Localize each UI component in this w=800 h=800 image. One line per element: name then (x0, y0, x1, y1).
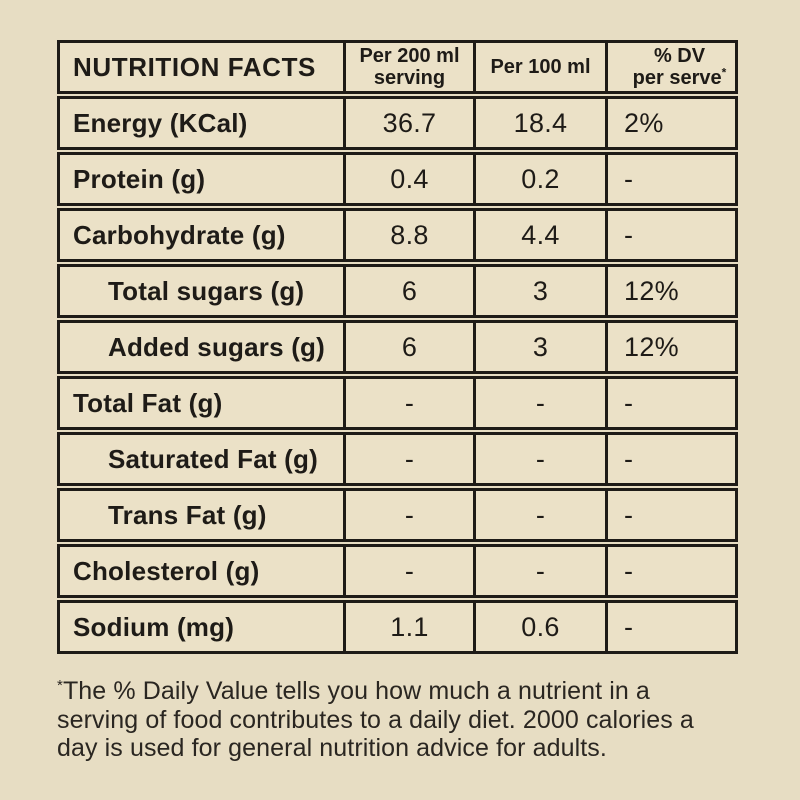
nutrient-row-saturated-fat: Saturated Fat (g) - - - (57, 432, 738, 486)
value-per-200ml: 6 (401, 331, 418, 362)
nutrient-row-cholesterol: Cholesterol (g) - - - (57, 544, 738, 598)
nutrient-label: Carbohydrate (g) (73, 219, 286, 250)
value-per-100ml: 3 (532, 275, 549, 306)
nutrient-label: Trans Fat (g) (108, 499, 267, 530)
nutrition-facts-table: NUTRITION FACTS Per 200 ml serving Per 1… (57, 40, 738, 654)
nutrient-label: Protein (g) (73, 163, 206, 194)
nutrient-label: Added sugars (g) (108, 331, 325, 362)
nutrient-row-sodium: Sodium (mg) 1.1 0.6 - (57, 600, 738, 654)
footnote-reference-asterisk: * (721, 65, 727, 80)
value-per-200ml: - (404, 555, 415, 586)
value-per-200ml: 8.8 (390, 219, 429, 250)
nutrient-label: Saturated Fat (g) (108, 443, 318, 474)
value-dv: - (624, 611, 634, 642)
value-dv: 12% (624, 275, 679, 306)
nutrient-row-total-fat: Total Fat (g) - - - (57, 376, 738, 430)
value-per-100ml: - (535, 499, 546, 530)
col-header-per-100ml: Per 100 ml (473, 43, 605, 91)
value-per-200ml: 0.4 (390, 163, 429, 194)
nutrient-label: Sodium (mg) (73, 611, 235, 642)
value-dv: - (624, 163, 634, 194)
value-per-100ml: 3 (532, 331, 549, 362)
value-per-100ml: 18.4 (513, 107, 568, 138)
value-dv: 12% (624, 331, 679, 362)
value-per-100ml: - (535, 387, 546, 418)
value-per-200ml: 1.1 (390, 611, 429, 642)
value-dv: - (624, 555, 634, 586)
nutrient-label: Total sugars (g) (108, 275, 305, 306)
table-header-row: NUTRITION FACTS Per 200 ml serving Per 1… (57, 40, 738, 94)
nutrient-label: Energy (KCal) (73, 107, 248, 138)
daily-value-footnote: *The % Daily Value tells you how much a … (57, 672, 717, 763)
value-per-200ml: - (404, 443, 415, 474)
table-title-cell: NUTRITION FACTS (60, 43, 343, 91)
value-dv: - (624, 499, 634, 530)
value-per-100ml: - (535, 443, 546, 474)
value-per-200ml: 6 (401, 275, 418, 306)
footnote-text: The % Daily Value tells you how much a n… (57, 677, 694, 762)
nutrient-row-energy: Energy (KCal) 36.7 18.4 2% (57, 96, 738, 150)
value-dv: 2% (624, 107, 664, 138)
nutrient-row-added-sugars: Added sugars (g) 6 3 12% (57, 320, 738, 374)
value-per-100ml: - (535, 555, 546, 586)
nutrient-row-total-sugars: Total sugars (g) 6 3 12% (57, 264, 738, 318)
table-title: NUTRITION FACTS (73, 51, 316, 82)
col-header-per-200ml: Per 200 ml serving (343, 43, 473, 91)
value-dv: - (624, 387, 634, 418)
value-per-100ml: 4.4 (521, 219, 560, 250)
nutrient-row-protein: Protein (g) 0.4 0.2 - (57, 152, 738, 206)
value-per-100ml: 0.6 (521, 611, 560, 642)
col-header-dv-per-serve: % DV per serve* (605, 43, 735, 91)
value-per-100ml: 0.2 (521, 163, 560, 194)
nutrient-label: Total Fat (g) (73, 387, 223, 418)
nutrient-label: Cholesterol (g) (73, 555, 260, 586)
value-per-200ml: - (404, 499, 415, 530)
value-dv: - (624, 219, 634, 250)
value-per-200ml: 36.7 (382, 107, 437, 138)
value-per-200ml: - (404, 387, 415, 418)
nutrient-row-carbohydrate: Carbohydrate (g) 8.8 4.4 - (57, 208, 738, 262)
footnote-asterisk: * (57, 677, 63, 694)
value-dv: - (624, 443, 634, 474)
nutrient-row-trans-fat: Trans Fat (g) - - - (57, 488, 738, 542)
